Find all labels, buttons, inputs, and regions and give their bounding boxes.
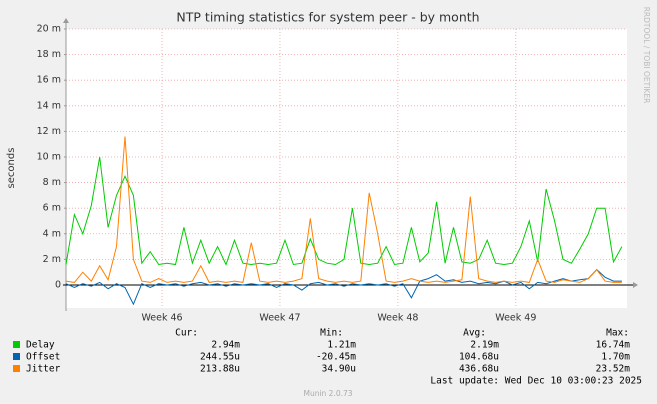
y-tick-label: 14 m — [37, 100, 61, 111]
footer: Munin 2.0.73 — [303, 389, 352, 398]
last-update: Last update: Wed Dec 10 03:00:23 2025 — [430, 376, 642, 387]
x-tick-label: Week 46 — [141, 313, 182, 324]
stat-header: Avg: — [463, 328, 486, 339]
x-tick-label: Week 49 — [495, 313, 536, 324]
y-tick-label: 2 m — [43, 254, 61, 265]
plot-area — [66, 29, 627, 308]
y-tick-label: 20 m — [37, 24, 61, 35]
y-axis-label: seconds — [6, 148, 17, 189]
stat-value: 34.90u — [322, 364, 356, 375]
y-tick-label: 16 m — [37, 75, 61, 86]
stat-value: 2.94m — [211, 340, 240, 351]
chart-title: NTP timing statistics for system peer - … — [176, 10, 479, 25]
legend-swatch — [13, 341, 20, 348]
y-tick-label: 10 m — [37, 151, 61, 162]
stat-value: 23.52m — [596, 364, 631, 375]
legend-swatch — [13, 365, 20, 372]
stat-value: 436.68u — [459, 364, 499, 375]
y-tick-label: 12 m — [37, 126, 61, 137]
stat-value: 1.21m — [327, 340, 356, 351]
stat-header: Max: — [606, 328, 629, 339]
y-tick-label: 0 — [55, 279, 61, 290]
stat-header: Min: — [320, 328, 343, 339]
side-text: RRDTOOL / TOBI OETIKER — [642, 7, 651, 104]
stat-value: -20.45m — [316, 352, 356, 363]
y-tick-label: 4 m — [43, 228, 61, 239]
y-tick-label: 8 m — [43, 177, 61, 188]
legend-label: Jitter — [26, 364, 61, 375]
legend-swatch — [13, 353, 20, 360]
stat-value: 16.74m — [596, 340, 631, 351]
legend-label: Delay — [26, 340, 55, 351]
y-tick-label: 18 m — [37, 49, 61, 60]
x-tick-label: Week 47 — [259, 313, 300, 324]
y-tick-label: 6 m — [43, 203, 61, 214]
x-axis-arrow — [633, 281, 638, 288]
stat-value: 213.88u — [200, 364, 240, 375]
y-axis-arrow — [63, 18, 69, 23]
stat-value: 104.68u — [459, 352, 499, 363]
series-line — [65, 136, 622, 283]
legend-label: Offset — [26, 352, 60, 363]
stat-header: Cur: — [175, 328, 198, 339]
stat-value: 1.70m — [601, 352, 630, 363]
series-line — [65, 156, 623, 266]
stat-value: 2.19m — [470, 340, 499, 351]
stat-value: 244.55u — [200, 352, 240, 363]
series-line — [65, 268, 622, 306]
x-tick-label: Week 48 — [377, 313, 418, 324]
